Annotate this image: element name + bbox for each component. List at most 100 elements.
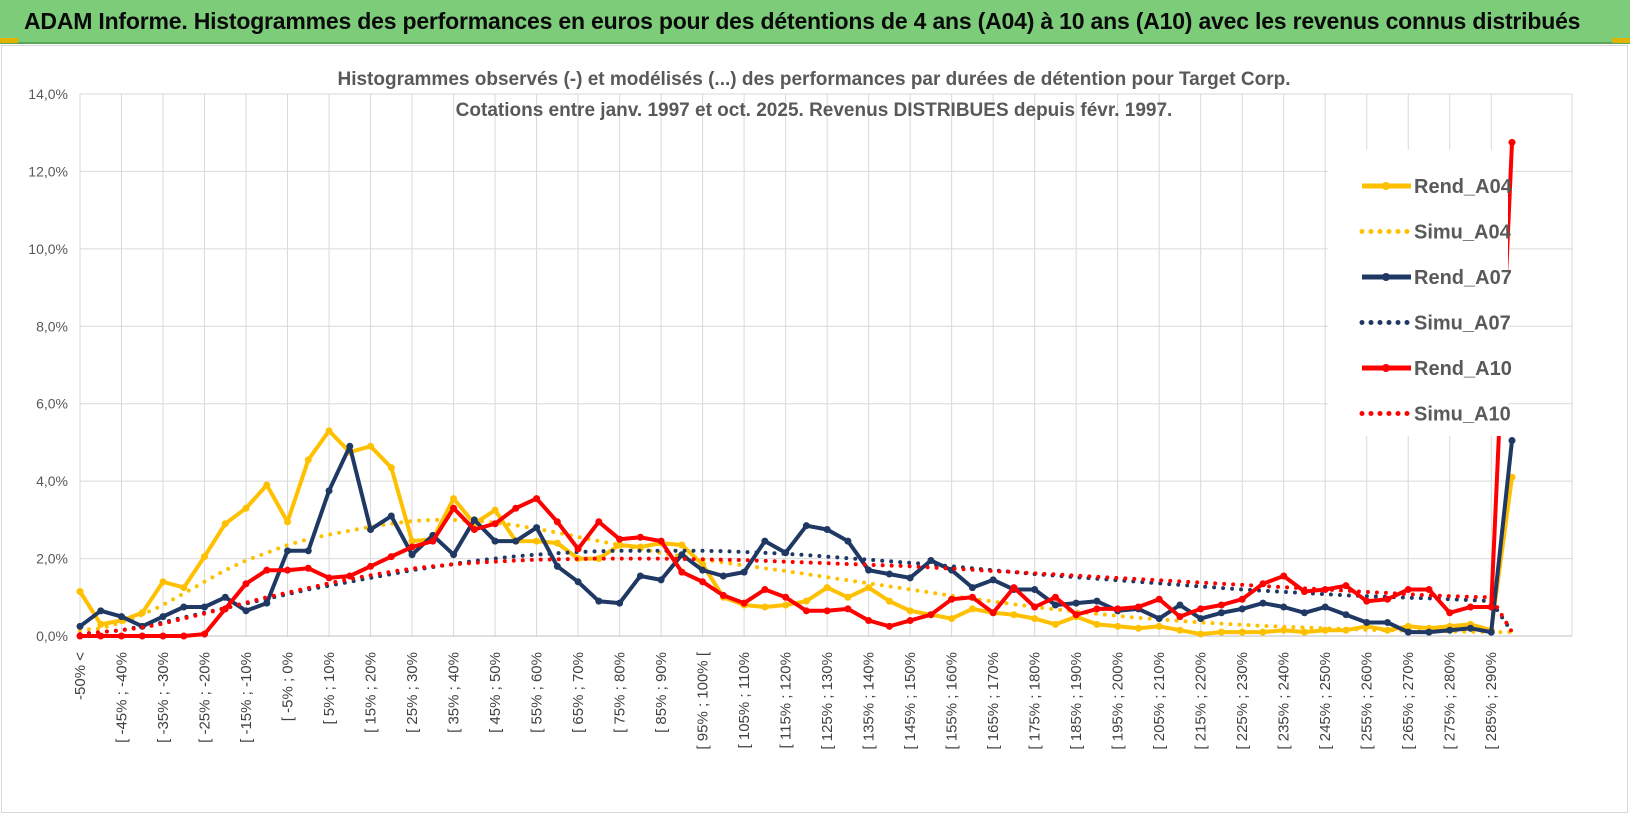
data-point-Rend_A04 (97, 620, 105, 628)
data-point-Rend_A04 (968, 605, 976, 613)
x-tick-label: [ 105% ; 110% (736, 652, 753, 748)
data-point-Rend_A04 (1300, 628, 1308, 636)
data-point-Rend_A10 (678, 568, 686, 576)
data-point-Rend_A10 (1051, 593, 1059, 601)
x-tick-label: [ 225% ; 230% (1234, 652, 1251, 750)
data-point-Rend_A04 (678, 541, 686, 549)
x-tick-label: -50% < (72, 652, 89, 700)
data-point-Rend_A04 (159, 578, 167, 586)
data-point-Rend_A04 (1155, 622, 1163, 630)
y-axis-ticks: 0,0% 2,0% 4,0% 6,0% 8,0% 10,0% 12,0% 14,0% (28, 86, 68, 644)
y-tick-label: 6,0% (36, 396, 68, 412)
data-point-Rend_A10 (1176, 613, 1184, 621)
data-point-Rend_A10 (1114, 605, 1122, 613)
data-point-Rend_A07 (1031, 586, 1039, 594)
chart-title: Histogrammes observés (-) et modélisés (… (337, 69, 1290, 121)
data-point-Rend_A10 (242, 580, 250, 588)
x-tick-label: [ 115% ; 120% (778, 652, 795, 748)
data-point-Rend_A04 (325, 427, 333, 435)
data-point-Rend_A04 (1508, 473, 1516, 481)
data-point-Rend_A07 (657, 576, 665, 584)
data-point-Rend_A07 (1155, 615, 1163, 623)
data-point-Rend_A04 (1176, 626, 1184, 634)
data-point-Rend_A04 (1321, 626, 1329, 634)
data-point-Rend_A10 (450, 504, 458, 512)
data-point-Rend_A04 (844, 593, 852, 601)
data-point-Rend_A04 (180, 584, 188, 592)
x-tick-label: [ 245% ; 250% (1317, 652, 1334, 750)
data-point-Rend_A04 (699, 560, 707, 568)
x-tick-label: [ 75% ; 80% (612, 652, 629, 733)
x-tick-label: [ 205% ; 210% (1151, 652, 1168, 750)
x-tick-label: [ 195% ; 200% (1110, 652, 1127, 750)
data-point-Rend_A07 (387, 512, 395, 520)
data-point-Rend_A10 (802, 607, 810, 615)
data-point-Rend_A07 (1508, 436, 1516, 444)
series-lines (76, 138, 1516, 640)
data-point-Rend_A10 (761, 586, 769, 594)
data-point-Rend_A04 (1093, 620, 1101, 628)
data-point-Rend_A10 (1508, 138, 1516, 146)
x-tick-label: [ 235% ; 240% (1276, 652, 1293, 750)
data-point-Rend_A04 (221, 520, 229, 528)
banner-corner-right (1612, 38, 1630, 43)
legend-marker-Rend_A04 (1382, 182, 1390, 190)
data-point-Rend_A07 (76, 622, 84, 630)
x-tick-label: [ 275% ; 280% (1442, 652, 1459, 750)
data-point-Rend_A07 (201, 603, 209, 611)
data-point-Rend_A10 (367, 562, 375, 570)
report-title: ADAM Informe. Histogrammes des performan… (24, 8, 1581, 34)
data-point-Rend_A07 (1238, 605, 1246, 613)
data-point-Rend_A04 (387, 464, 395, 472)
legend-box (1328, 150, 1508, 436)
data-point-Rend_A10 (533, 495, 541, 503)
data-point-Rend_A10 (574, 545, 582, 553)
y-tick-label: 8,0% (36, 318, 68, 334)
data-point-Rend_A04 (865, 584, 873, 592)
data-point-Rend_A07 (844, 537, 852, 545)
data-point-Rend_A07 (802, 522, 810, 530)
data-point-Rend_A10 (180, 632, 188, 640)
x-tick-label: [ 215% ; 220% (1193, 652, 1210, 750)
data-point-Rend_A04 (408, 537, 416, 545)
data-point-Rend_A10 (1425, 586, 1433, 594)
data-point-Rend_A10 (906, 617, 914, 625)
data-point-Rend_A04 (304, 456, 312, 464)
data-point-Rend_A07 (1051, 601, 1059, 609)
data-point-Rend_A10 (1134, 603, 1142, 611)
data-point-Rend_A07 (574, 578, 582, 586)
x-tick-label: [ 65% ; 70% (570, 652, 587, 733)
data-point-Rend_A07 (699, 566, 707, 574)
data-point-Rend_A10 (1238, 595, 1246, 603)
data-point-Rend_A10 (1342, 582, 1350, 590)
data-point-Rend_A04 (616, 541, 624, 549)
series-line-Rend_A10 (80, 142, 1514, 638)
data-point-Rend_A10 (1155, 595, 1163, 603)
chart-title-line-1: Histogrammes observés (-) et modélisés (… (337, 69, 1290, 90)
data-point-Rend_A07 (512, 537, 520, 545)
data-point-Rend_A04 (595, 555, 603, 563)
data-point-Rend_A10 (221, 605, 229, 613)
data-point-Rend_A10 (636, 533, 644, 541)
x-tick-label: [ 125% ; 130% (819, 652, 836, 750)
legend-label-Rend_A07: Rend_A07 (1414, 267, 1512, 289)
data-point-Rend_A07 (408, 551, 416, 559)
x-tick-label: [ 145% ; 150% (902, 652, 919, 750)
data-point-Rend_A04 (761, 603, 769, 611)
data-point-Rend_A10 (740, 599, 748, 607)
data-point-Rend_A07 (325, 487, 333, 495)
data-point-Rend_A07 (263, 599, 271, 607)
data-point-Rend_A04 (1031, 615, 1039, 623)
data-point-Rend_A10 (782, 593, 790, 601)
data-point-Rend_A04 (367, 442, 375, 450)
data-point-Rend_A10 (1031, 603, 1039, 611)
data-point-Rend_A10 (201, 630, 209, 638)
data-point-Rend_A04 (1134, 624, 1142, 632)
data-point-Rend_A10 (304, 564, 312, 572)
data-point-Rend_A07 (1093, 597, 1101, 605)
data-point-Rend_A10 (263, 566, 271, 574)
data-point-Rend_A07 (885, 570, 893, 578)
data-point-Rend_A04 (1259, 628, 1267, 636)
data-point-Rend_A07 (1383, 618, 1391, 626)
data-point-Rend_A04 (1404, 622, 1412, 630)
